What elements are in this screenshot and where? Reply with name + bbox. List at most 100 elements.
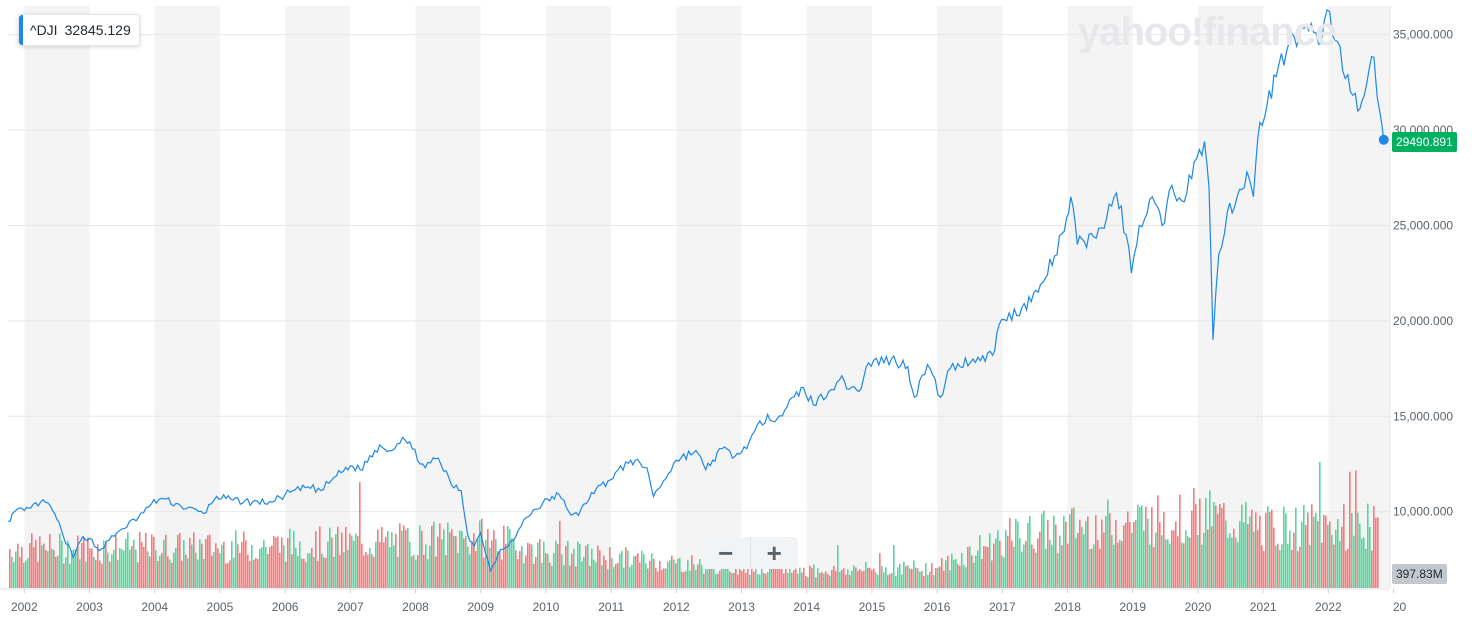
volume-bar [975, 555, 977, 588]
volume-bar [795, 567, 797, 588]
volume-bar [131, 546, 133, 588]
volume-bar [375, 541, 377, 588]
volume-bar [1105, 516, 1107, 588]
volume-bar [473, 533, 475, 588]
x-tick-label: 2010 [533, 600, 560, 614]
volume-bar [567, 540, 569, 588]
volume-bar [407, 528, 409, 588]
volume-bar [45, 550, 47, 588]
volume-bar [449, 532, 451, 588]
volume-bar [957, 564, 959, 588]
volume-bar [909, 568, 911, 588]
volume-bar [939, 566, 941, 588]
zoom-in-button[interactable]: + [749, 537, 799, 569]
volume-bar [209, 534, 211, 588]
volume-bar [869, 567, 871, 588]
volume-bar [1271, 509, 1273, 588]
volume-bar [229, 560, 231, 588]
y-tick-label: 25,000.000 [1393, 218, 1453, 232]
volume-bar [51, 548, 53, 588]
volume-bar [203, 558, 205, 588]
volume-bar [1119, 539, 1121, 588]
volume-bar [1037, 538, 1039, 588]
volume-bar [967, 546, 969, 588]
volume-bar [923, 575, 925, 588]
volume-bar [491, 540, 493, 588]
x-tick-label: 2018 [1054, 600, 1081, 614]
year-band [545, 6, 612, 588]
volume-bar [1353, 535, 1355, 588]
volume-bar [995, 538, 997, 588]
volume-bar [77, 535, 79, 588]
volume-bar [1177, 536, 1179, 588]
volume-bar [1267, 506, 1269, 588]
volume-bar [907, 565, 909, 588]
volume-bar [369, 548, 371, 588]
volume-bar [521, 546, 523, 588]
x-axis: 2002 2003 2004 2005 2006 2007 2008 2009 2010 2011… [0, 588, 1407, 614]
volume-bar [89, 548, 91, 588]
volume-bar [681, 571, 683, 588]
volume-bar [727, 558, 729, 588]
volume-bar [615, 563, 617, 588]
volume-bar [47, 551, 49, 588]
volume-bar [525, 555, 527, 588]
volume-bar [1047, 519, 1049, 588]
volume-bar [1367, 503, 1369, 588]
volume-bar [1331, 535, 1333, 588]
volume-bar [749, 574, 751, 588]
volume-bar [413, 554, 415, 588]
x-tick-label: 2008 [402, 600, 429, 614]
volume-bar [293, 530, 295, 588]
volume-bar [881, 565, 883, 588]
volume-bar [1013, 546, 1015, 588]
volume-bar [189, 537, 191, 588]
volume-bar [447, 522, 449, 588]
volume-bar [269, 546, 271, 588]
volume-bar [409, 542, 411, 588]
volume-bar [1031, 544, 1033, 588]
volume-bar [87, 537, 89, 588]
volume-bar [787, 572, 789, 588]
volume-bar [115, 534, 117, 588]
volume-bar [1343, 504, 1345, 588]
symbol-tooltip: ^DJI 32845.129 [18, 14, 140, 46]
volume-bar [1257, 530, 1259, 588]
volume-bar [145, 532, 147, 588]
volume-bar [93, 556, 95, 588]
volume-bar [1209, 490, 1211, 588]
volume-bar [1017, 521, 1019, 588]
volume-bar [1063, 515, 1065, 588]
volume-bar [1109, 513, 1111, 588]
x-tick-label: 2002 [11, 600, 38, 614]
volume-bar [1035, 552, 1037, 588]
volume-bar [973, 562, 975, 588]
zoom-out-button[interactable]: − [718, 538, 734, 568]
volume-bar [1269, 511, 1271, 588]
volume-bar [1081, 526, 1083, 588]
volume-bar [471, 542, 473, 588]
volume-bar [225, 563, 227, 588]
volume-bar [247, 554, 249, 588]
x-tick-label: 2015 [859, 600, 886, 614]
volume-bar [445, 555, 447, 588]
x-tick-label: 2012 [663, 600, 690, 614]
volume-bar [363, 555, 365, 588]
volume-bar [1237, 542, 1239, 588]
volume-bar [759, 574, 761, 588]
volume-bar [105, 541, 107, 588]
volume-bar [59, 533, 61, 588]
volume-bar [1005, 530, 1007, 588]
volume-bar [315, 531, 317, 588]
volume-bar [897, 567, 899, 588]
volume-bar [1097, 540, 1099, 588]
volume-bar [257, 558, 259, 588]
volume-bar [285, 561, 287, 588]
volume-bar [879, 553, 881, 588]
volume-bar [929, 571, 931, 588]
volume-bar [153, 536, 155, 588]
volume-bar [1027, 523, 1029, 588]
volume-bar [1283, 506, 1285, 588]
volume-bar [207, 535, 209, 588]
